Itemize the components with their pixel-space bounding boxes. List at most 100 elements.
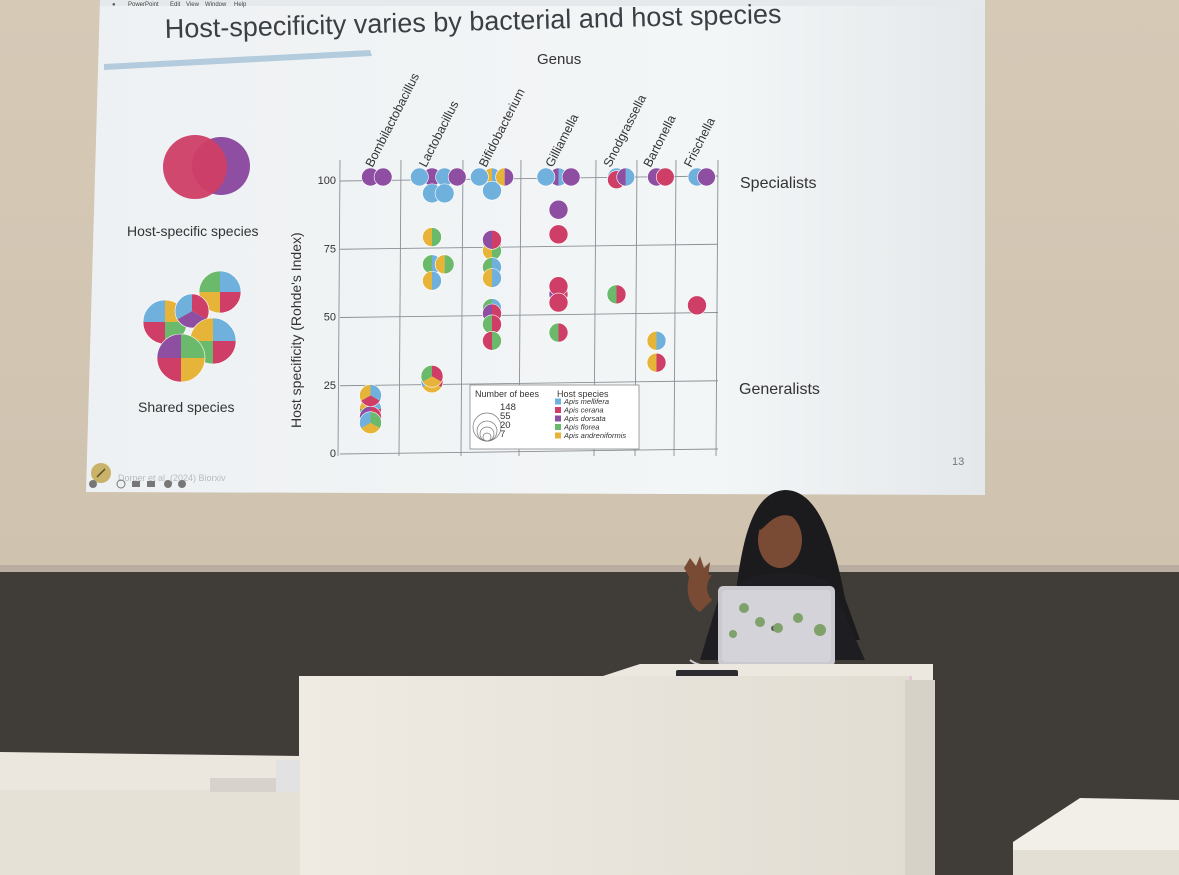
shared-species-pie-slice	[220, 292, 241, 313]
data-point-slice	[656, 331, 666, 351]
data-point-slice	[697, 167, 716, 187]
y-tick-label: 0	[330, 448, 336, 460]
data-point	[548, 292, 569, 313]
camera-icon[interactable]	[147, 481, 155, 487]
search-icon[interactable]	[116, 479, 126, 489]
y-tick-label: 75	[324, 243, 336, 255]
grid-line-horizontal	[339, 448, 719, 455]
shared-species-pie	[156, 333, 206, 383]
data-point	[697, 167, 716, 187]
data-point	[434, 254, 455, 275]
data-point-slice	[492, 268, 502, 288]
data-point-slice	[561, 167, 581, 187]
legend-color-title: Host species	[557, 389, 609, 399]
data-point	[482, 268, 502, 288]
menubar: ● PowerPoint Edit View Window Help	[112, 2, 247, 8]
data-point	[422, 227, 442, 247]
data-point-slice	[558, 323, 568, 343]
menu-item-edit[interactable]: Edit	[170, 2, 181, 8]
back-icon[interactable]	[89, 480, 97, 488]
legend-host-label: Apis andreniformis	[563, 431, 626, 440]
data-point	[470, 167, 489, 187]
y-axis-ticks: 0 25 50 75 100	[318, 175, 336, 460]
data-point-slice	[360, 422, 381, 434]
data-point	[536, 167, 556, 187]
data-point	[434, 183, 455, 204]
grid-line-horizontal	[339, 312, 719, 318]
menubar-app[interactable]: PowerPoint	[128, 2, 159, 8]
grid-line-vertical	[715, 159, 719, 457]
data-point	[420, 364, 444, 388]
data-point	[482, 180, 502, 201]
shared-species-pie	[198, 270, 242, 314]
shared-species-pie-slice	[157, 334, 181, 358]
data-point-slice	[616, 284, 626, 304]
y-tick-label: 100	[318, 175, 336, 187]
menu-item-view[interactable]: View	[186, 2, 200, 8]
specialists-label: Specialists	[740, 175, 816, 192]
chart-points	[359, 167, 716, 435]
menu-item-help[interactable]: Help	[234, 2, 247, 8]
data-point-slice	[687, 295, 707, 316]
shared-species-pie-slice	[143, 322, 165, 344]
forward-icon[interactable]	[178, 480, 186, 488]
shared-species-pie-slice	[157, 358, 181, 382]
data-point	[422, 270, 442, 291]
shared-species-pie-slice	[199, 292, 220, 313]
grid-line-vertical	[337, 159, 341, 457]
shared-species-pie-slice	[199, 271, 220, 292]
shared-species-label: Shared species	[138, 399, 235, 415]
data-point	[548, 322, 569, 343]
data-point	[373, 167, 393, 187]
citation: Dorper et al. (2024) Biorxiv	[118, 473, 226, 483]
side-desk-left	[0, 752, 300, 875]
data-point-slice	[444, 254, 455, 274]
data-point-slice	[360, 395, 381, 407]
data-point	[410, 167, 429, 187]
menu-item-window[interactable]: Window	[205, 2, 227, 8]
legend-host-label: Apis mellifera	[563, 397, 609, 406]
legend-swatch	[555, 398, 561, 405]
data-point-slice	[548, 292, 569, 313]
data-point-slice	[373, 167, 393, 187]
legend-swatch	[555, 415, 561, 422]
legend-swatch	[555, 407, 561, 413]
data-point-slice	[470, 167, 489, 187]
data-point-slice	[616, 168, 626, 186]
data-point-slice	[434, 183, 455, 204]
legend-size-value: 55	[500, 411, 511, 422]
laptop: ●	[689, 586, 835, 668]
grid-line-vertical	[460, 159, 464, 457]
data-point	[646, 352, 667, 373]
presenter-toolbar	[89, 463, 186, 489]
data-point-slice	[548, 199, 569, 220]
data-point-slice	[656, 353, 666, 373]
more-icon[interactable]	[164, 480, 172, 488]
data-point-slice	[495, 168, 505, 186]
lectern	[299, 664, 935, 875]
data-point-slice	[625, 168, 635, 186]
shared-species-pie	[174, 293, 210, 329]
legend-swatch	[555, 424, 561, 430]
data-point	[482, 229, 502, 250]
legend-size-value: 20	[500, 420, 511, 431]
data-point-slice	[549, 323, 559, 343]
y-tick-label: 25	[324, 380, 336, 392]
grid-icon[interactable]	[132, 481, 140, 487]
legend-host-label: Apis dorsata	[563, 414, 606, 423]
legend-size-value: 7	[500, 429, 505, 440]
legend-host-label: Apis cerana	[563, 406, 604, 415]
data-point-slice	[432, 271, 442, 291]
data-point-slice	[422, 376, 442, 388]
data-point-slice	[482, 230, 492, 250]
host-specific-label: Host-specific species	[127, 223, 259, 239]
legend-size-title: Number of bees	[475, 389, 540, 399]
shared-species-pie-slice	[213, 318, 236, 341]
data-point-slice	[607, 284, 617, 304]
data-point-slice	[422, 271, 432, 291]
grid-line-horizontal	[339, 243, 719, 250]
shared-species-icon	[142, 270, 242, 383]
data-point-slice	[548, 224, 569, 245]
